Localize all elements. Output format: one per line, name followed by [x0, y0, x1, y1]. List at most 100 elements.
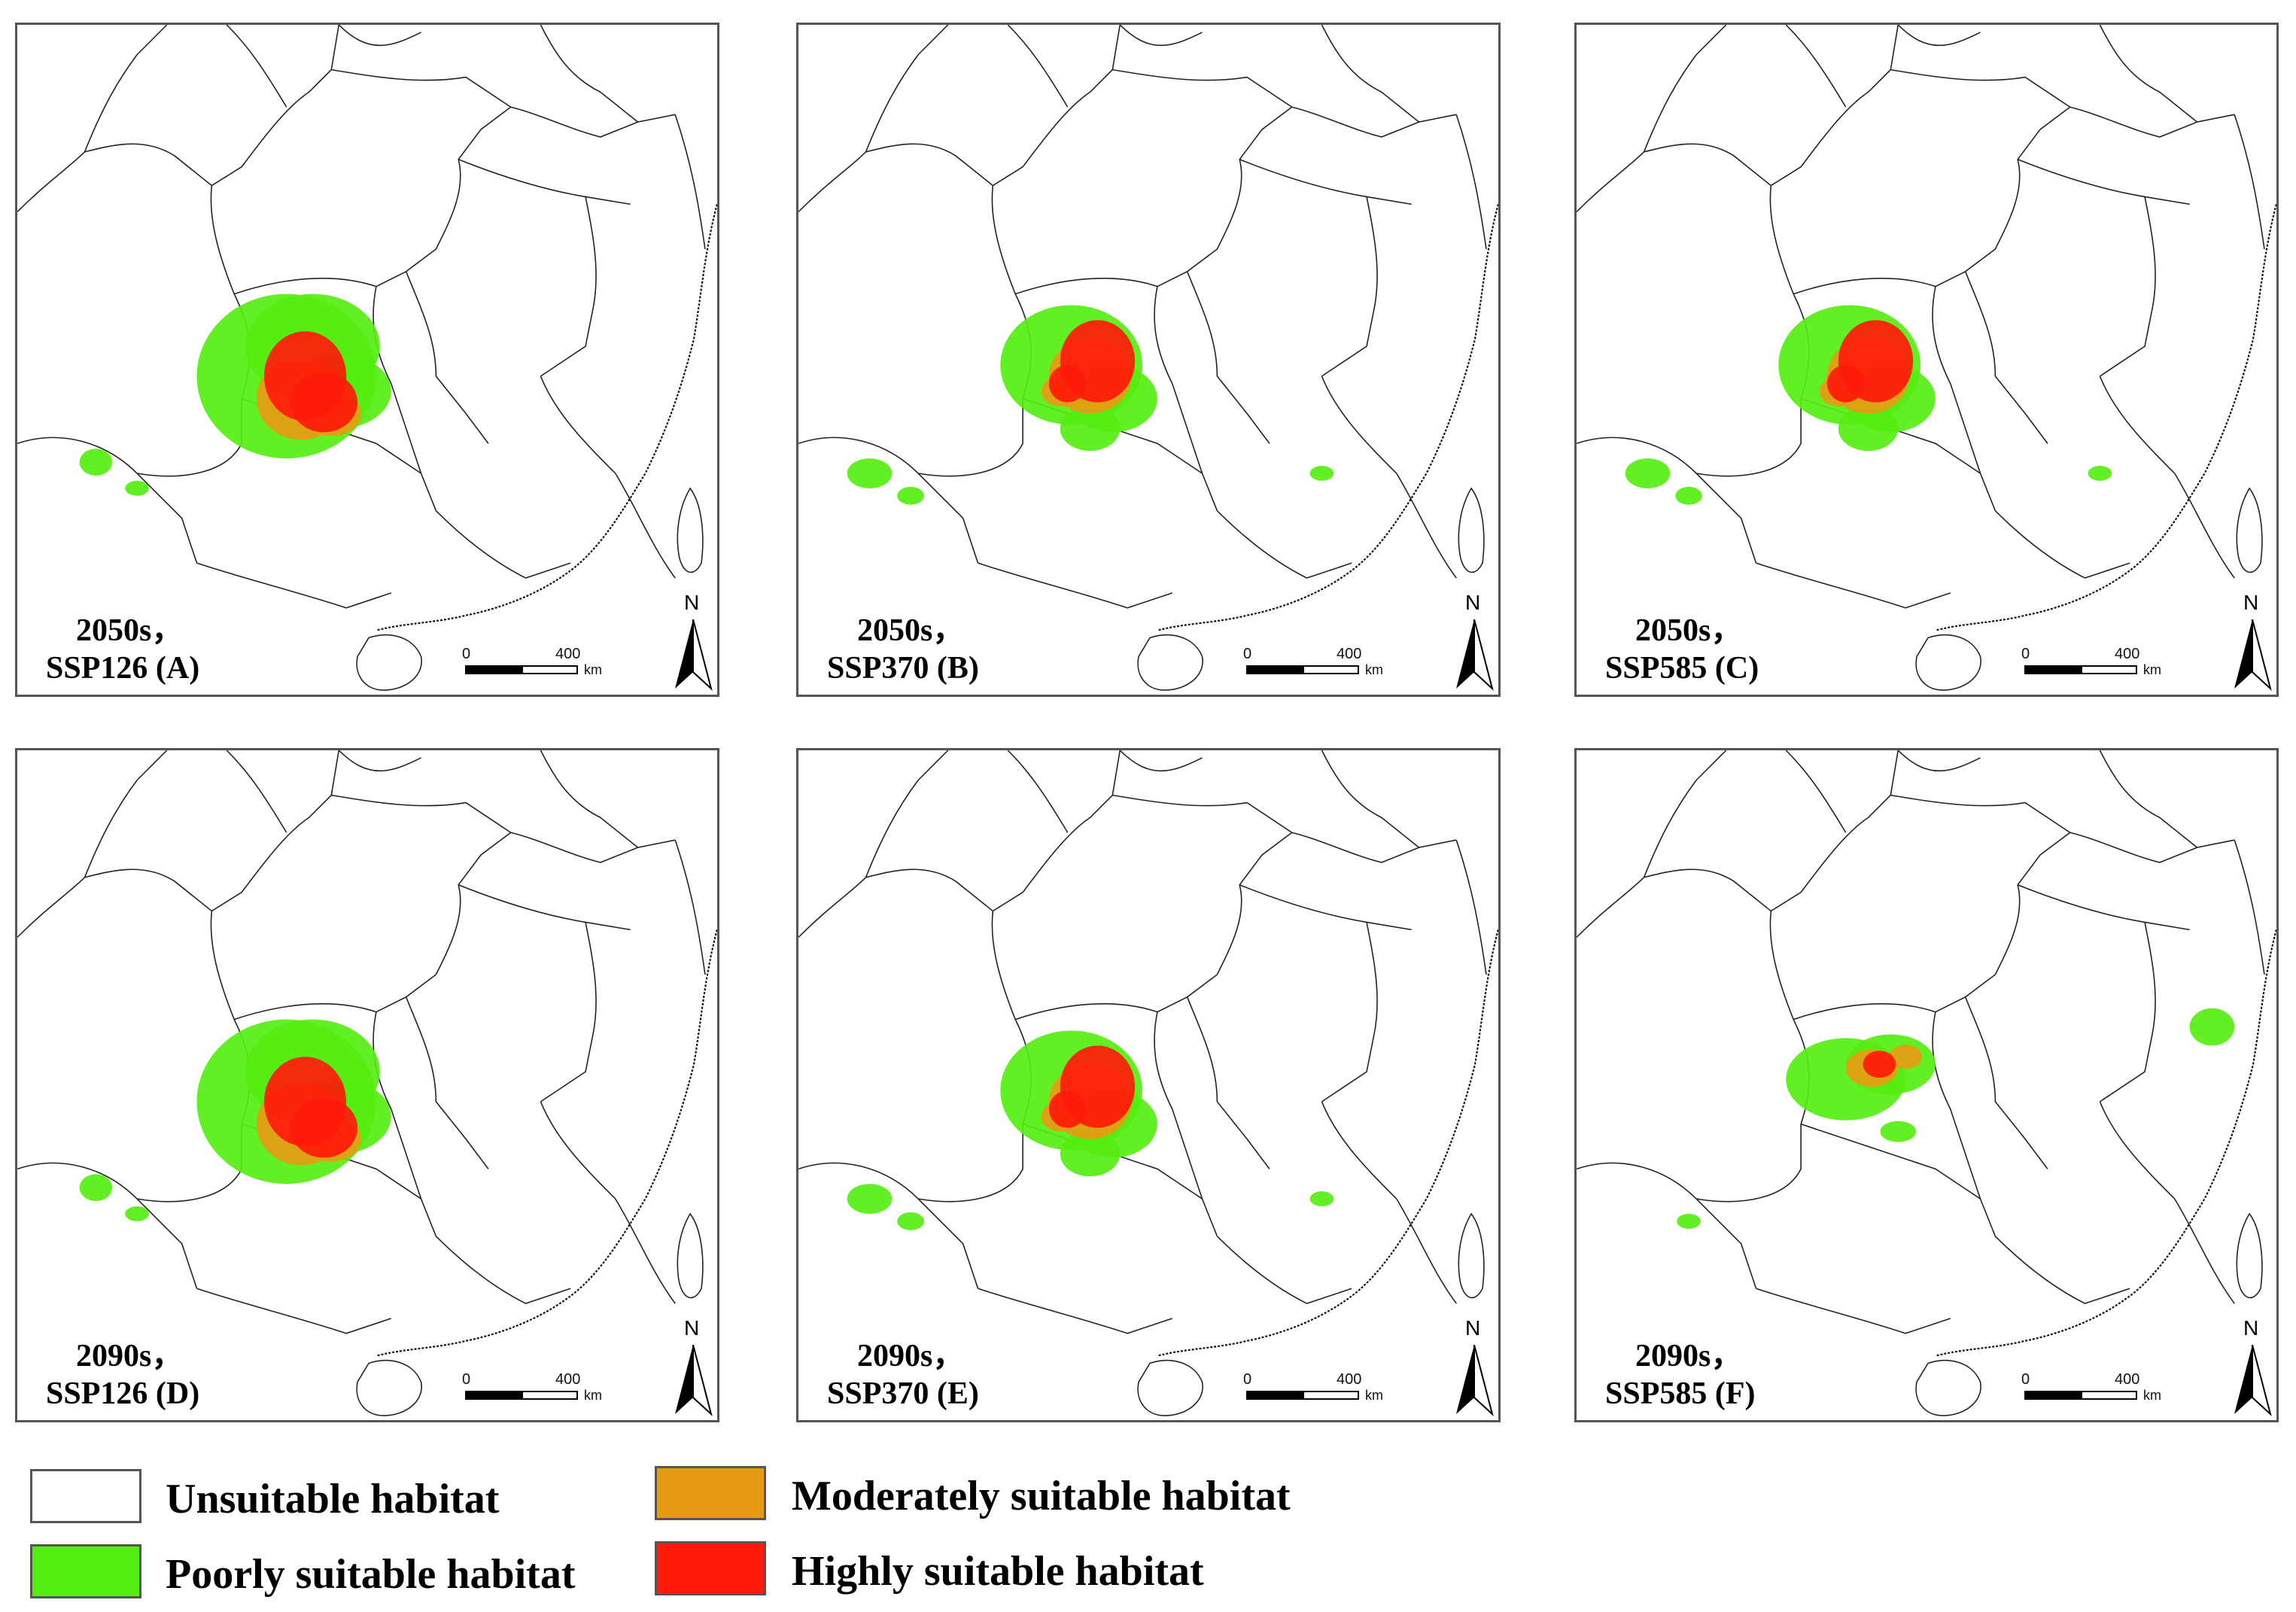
legend: Unsuitable habitat Poorly suitable habit… [23, 1460, 1452, 1610]
panel-label: 2050s， SSP370 (B) [827, 612, 979, 687]
legend-swatch-highly [655, 1541, 766, 1595]
taiwan-island [2236, 1212, 2263, 1299]
scale-bar: 0 400 km [462, 1371, 608, 1409]
scale-bar-end: 400 [2115, 646, 2140, 662]
scale-bar-start: 0 [462, 646, 471, 662]
scale-bar: 0 400 km [2021, 646, 2167, 683]
taiwan-island [2236, 487, 2263, 573]
scale-bar-start: 0 [2021, 646, 2030, 662]
habitat-layer [847, 1030, 1334, 1230]
scale-bar-end: 400 [1337, 646, 1362, 662]
basemap [798, 25, 1498, 691]
coastline [376, 204, 717, 631]
habitat-patch-poor [2088, 466, 2112, 481]
habitat-patch-poor [847, 458, 893, 488]
habitat-patch-poor [1675, 486, 1703, 505]
habitat-patch-high [1048, 1090, 1087, 1128]
scale-bar-start: 0 [1243, 646, 1252, 662]
hainan-island [1915, 634, 1981, 691]
scale-bar-unit: km [2143, 1388, 2161, 1403]
panel-label: 2090s， SSP126 (D) [46, 1337, 199, 1413]
habitat-layer [847, 305, 1334, 505]
habitat-patch-poor [897, 1212, 925, 1230]
north-arrow-icon [1456, 1345, 1494, 1417]
north-arrow: N [2231, 1316, 2276, 1420]
habitat-patch-high [1826, 364, 1865, 403]
panel-label: 2050s， SSP126 (A) [46, 612, 199, 687]
scale-bar-dark [465, 665, 522, 674]
taiwan-island [1458, 1212, 1485, 1299]
hainan-island [1137, 1360, 1203, 1416]
coastline [1935, 204, 2276, 631]
scale-bar-end: 400 [555, 646, 581, 662]
habitat-patch-high [1048, 364, 1087, 403]
scale-bar-end: 400 [2115, 1371, 2140, 1388]
panel-label-period: 2050s， [76, 613, 184, 648]
habitat-patch-high [290, 1097, 358, 1158]
scale-bar-unit: km [584, 1388, 602, 1403]
scale-bar: 0 400 km [2021, 1371, 2167, 1409]
north-label: N [684, 1316, 700, 1340]
habitat-patch-poor [125, 480, 149, 496]
province-boundaries [17, 25, 706, 609]
scale-bar-light [522, 1391, 578, 1400]
scale-bar-unit: km [1365, 1388, 1383, 1403]
habitat-patch-poor [1677, 1213, 1701, 1229]
scale-bar-light [2081, 665, 2137, 674]
habitat-patch-poor [125, 1206, 149, 1221]
scale-bar-end: 400 [555, 1371, 581, 1388]
map-panel-f: 2090s， SSP585 (F) 0 400 km N [1574, 748, 2279, 1422]
panel-label-period: 2090s， [76, 1339, 184, 1373]
north-arrow: N [1453, 591, 1498, 695]
scale-bar-start: 0 [462, 1371, 471, 1388]
scale-bar-unit: km [2143, 662, 2161, 677]
legend-label-highly: Highly suitable habitat [792, 1548, 1204, 1595]
habitat-patch-poor [1838, 406, 1899, 452]
north-arrow-icon [1456, 619, 1494, 692]
scale-bar-unit: km [584, 662, 602, 677]
north-arrow-icon [675, 1345, 713, 1417]
habitat-patch-poor [847, 1184, 893, 1214]
basemap [17, 25, 717, 691]
legend-swatch-unsuitable [30, 1469, 141, 1523]
habitat-patch-poor [1309, 466, 1334, 481]
scale-bar: 0 400 km [462, 646, 608, 683]
hainan-island [1915, 1360, 1981, 1416]
scale-bar-end: 400 [1337, 1371, 1362, 1388]
basemap [1577, 25, 2276, 691]
habitat-layer [1677, 1008, 2235, 1229]
province-boundaries [798, 750, 1487, 1334]
legend-swatch-moderately [655, 1466, 766, 1520]
scale-bar-start: 0 [1243, 1371, 1252, 1388]
province-boundaries [798, 25, 1487, 609]
legend-swatch-poorly [30, 1544, 141, 1598]
north-label: N [1465, 591, 1481, 614]
taiwan-island [1458, 487, 1485, 573]
taiwan-island [677, 1212, 704, 1299]
habitat-patch-poor [897, 486, 925, 505]
scale-bar-start: 0 [2021, 1371, 2030, 1388]
scale-bar-dark [1246, 1391, 1303, 1400]
hainan-island [356, 1360, 422, 1416]
north-arrow-icon [2234, 1345, 2272, 1417]
habitat-patch-high [1863, 1051, 1896, 1078]
habitat-patch-poor [79, 1174, 113, 1201]
panel-label-scenario: SSP585 (F) [1605, 1376, 1756, 1411]
north-arrow: N [672, 591, 717, 695]
legend-label-poorly: Poorly suitable habitat [166, 1551, 576, 1598]
north-arrow-icon [675, 619, 713, 692]
panel-label-period: 2050s， [857, 613, 965, 648]
legend-label-moderately: Moderately suitable habitat [792, 1473, 1291, 1519]
north-label: N [2243, 1316, 2259, 1340]
scale-bar-unit: km [1365, 662, 1383, 677]
habitat-layer [1625, 305, 2112, 505]
basemap [1577, 750, 2276, 1416]
north-arrow: N [2231, 591, 2276, 695]
panel-label-scenario: SSP370 (B) [827, 651, 979, 686]
coastline [1157, 204, 1498, 631]
habitat-layer [79, 294, 391, 496]
habitat-patch-poor [79, 449, 113, 476]
north-label: N [684, 591, 700, 614]
habitat-patch-poor [2189, 1008, 2235, 1046]
panel-label: 2050s， SSP585 (C) [1605, 612, 1759, 687]
